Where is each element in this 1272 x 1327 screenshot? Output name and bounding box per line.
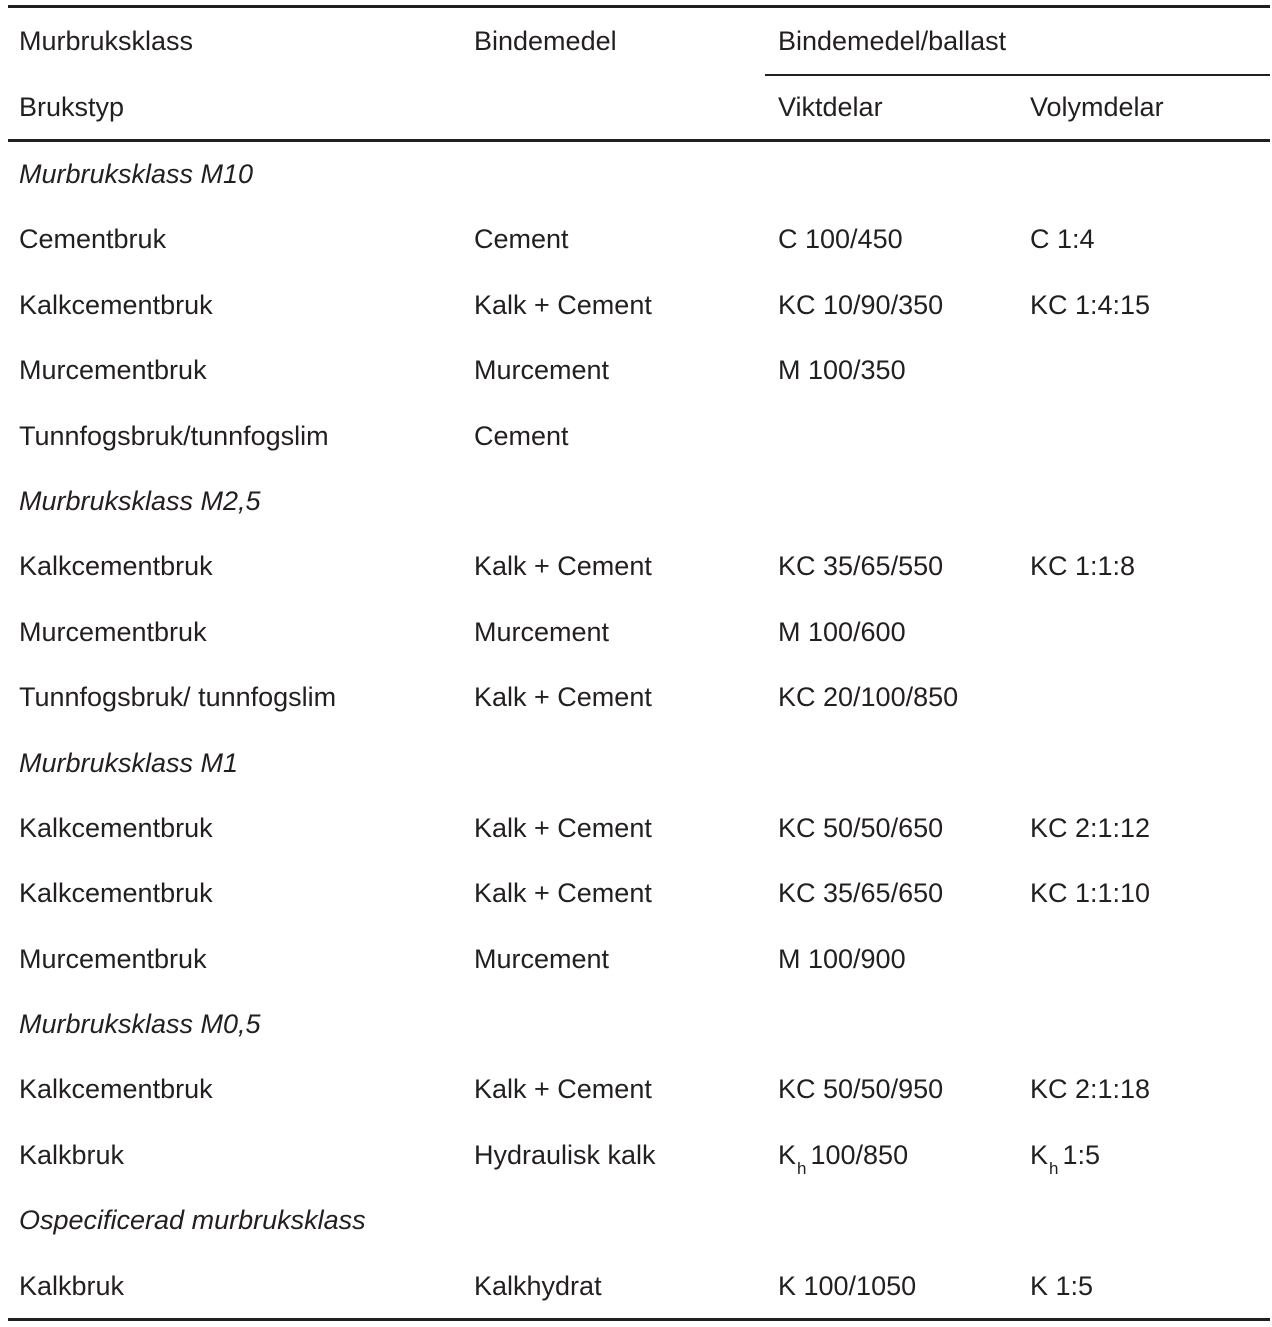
cell-brukstyp: Kalkcementbruk (19, 551, 213, 582)
cell-bindemedel: Kalk + Cement (474, 878, 652, 909)
cell-bindemedel: Murcement (474, 355, 610, 386)
section-title: Murbruksklass M1 (19, 747, 239, 778)
header-bindemedel-ballast: Bindemedel/ballast (778, 26, 1007, 56)
cell-bindemedel: Hydraulisk kalk (474, 1139, 656, 1170)
header-bindemedel: Bindemedel (474, 26, 617, 56)
cell-viktdelar: KC 20/100/850 (778, 682, 959, 713)
cell-volymdelar: KC 2:1:18 (1030, 1074, 1151, 1105)
cell-viktdelar: C 100/450 (778, 224, 903, 255)
cell-bindemedel: Kalkhydrat (474, 1270, 602, 1301)
viktdelar-rest: 100/850 (810, 1139, 909, 1170)
table-row: Kalkcementbruk Kalk + Cement KC 35/65/650 K… (8, 861, 1270, 926)
table-row: Murcementbruk Murcement M 100/600 (8, 600, 1270, 665)
cell-brukstyp: Cementbruk (19, 224, 167, 255)
cell-bindemedel: Kalk + Cement (474, 1074, 652, 1105)
cell-volymdelar: Kh 1:5 (1030, 1123, 1100, 1191)
cell-brukstyp: Kalkbruk (19, 1139, 125, 1170)
table-row: Kalkcementbruk Kalk + Cement KC 10/90/350 K… (8, 273, 1270, 338)
table-row: Tunnfogsbruk/tunnfogslim Cement (8, 404, 1270, 469)
table-row: Murcementbruk Murcement M 100/900 (8, 927, 1270, 992)
cell-volymdelar: K 1:5 (1030, 1270, 1094, 1301)
cell-bindemedel: Kalk + Cement (474, 812, 652, 843)
header-volymdelar: Volymdelar (1030, 92, 1164, 122)
header-murbruksklass: Murbruksklass (19, 26, 194, 56)
section-title: Murbruksklass M2,5 (19, 485, 261, 516)
cell-bindemedel: Kalk + Cement (474, 551, 652, 582)
cell-viktdelar: KC 50/50/650 (778, 812, 944, 843)
table-row: Kalkbruk Hydraulisk kalk Kh 100/850 Kh 1:5 (8, 1123, 1270, 1188)
table-row: Cementbruk Cement C 100/450 C 1:4 (8, 207, 1270, 272)
cell-bindemedel: Kalk + Cement (474, 682, 652, 713)
volymdelar-prefix: K (1030, 1139, 1049, 1170)
cell-brukstyp: Murcementbruk (19, 355, 207, 386)
cell-brukstyp: Kalkcementbruk (19, 812, 213, 843)
cell-viktdelar: Kh 100/850 (778, 1123, 908, 1191)
table-row: Kalkcementbruk Kalk + Cement KC 50/50/650 K… (8, 796, 1270, 861)
cell-viktdelar: KC 35/65/550 (778, 551, 944, 582)
cell-viktdelar: M 100/900 (778, 943, 906, 974)
cell-volymdelar: KC 1:4:15 (1030, 289, 1151, 320)
cell-volymdelar: KC 2:1:12 (1030, 812, 1151, 843)
table-body: Murbruksklass M10 Cementbruk Cement C 100/4… (8, 142, 1270, 1319)
cell-brukstyp: Kalkcementbruk (19, 289, 213, 320)
cell-brukstyp: Tunnfogsbruk/tunnfogslim (19, 420, 329, 451)
cell-volymdelar: C 1:4 (1030, 224, 1095, 255)
cell-volymdelar: KC 1:1:8 (1030, 551, 1136, 582)
section-row: Ospecificerad murbruksklass (8, 1188, 1270, 1253)
cell-bindemedel: Kalk + Cement (474, 289, 652, 320)
table-row: Kalkbruk Kalkhydrat K 100/1050 K 1:5 (8, 1254, 1270, 1319)
section-row: Murbruksklass M0,5 (8, 992, 1270, 1057)
cell-bindemedel: Cement (474, 420, 569, 451)
header-viktdelar: Viktdelar (778, 92, 883, 122)
cell-bindemedel: Murcement (474, 616, 610, 647)
volymdelar-rest: 1:5 (1062, 1139, 1101, 1170)
section-row: Murbruksklass M10 (8, 142, 1270, 207)
cell-volymdelar: KC 1:1:10 (1030, 878, 1151, 909)
table-header: Murbruksklass Bindemedel Bindemedel/ball… (8, 8, 1270, 142)
header-sub-rule (765, 74, 1270, 76)
table-row: Murcementbruk Murcement M 100/350 (8, 338, 1270, 403)
cell-viktdelar: K 100/1050 (778, 1270, 917, 1301)
cell-brukstyp: Tunnfogsbruk/ tunnfogslim (19, 682, 337, 713)
cell-brukstyp: Kalkbruk (19, 1270, 125, 1301)
table-row: Tunnfogsbruk/ tunnfogslim Kalk + Cement KC… (8, 665, 1270, 730)
cell-brukstyp: Murcementbruk (19, 616, 207, 647)
header-brukstyp: Brukstyp (19, 92, 125, 122)
cell-viktdelar: M 100/350 (778, 355, 906, 386)
mortar-table: Murbruksklass Bindemedel Bindemedel/ball… (8, 5, 1270, 1321)
section-title: Murbruksklass M10 (19, 159, 254, 189)
cell-bindemedel: Cement (474, 224, 569, 255)
cell-viktdelar: KC 35/65/650 (778, 878, 944, 909)
viktdelar-sub: h (797, 1158, 807, 1178)
section-title: Murbruksklass M0,5 (19, 1009, 261, 1040)
cell-brukstyp: Murcementbruk (19, 943, 207, 974)
table-row: Kalkcementbruk Kalk + Cement KC 35/65/550 K… (8, 534, 1270, 599)
section-title: Ospecificerad murbruksklass (19, 1205, 366, 1236)
cell-viktdelar: KC 10/90/350 (778, 289, 944, 320)
cell-viktdelar: M 100/600 (778, 616, 906, 647)
table-row: Kalkcementbruk Kalk + Cement KC 50/50/950 K… (8, 1057, 1270, 1122)
volymdelar-sub: h (1049, 1158, 1059, 1178)
section-row: Murbruksklass M2,5 (8, 469, 1270, 534)
section-row: Murbruksklass M1 (8, 731, 1270, 796)
viktdelar-prefix: K (778, 1139, 797, 1170)
cell-bindemedel: Murcement (474, 943, 610, 974)
cell-brukstyp: Kalkcementbruk (19, 1074, 213, 1105)
cell-brukstyp: Kalkcementbruk (19, 878, 213, 909)
cell-viktdelar: KC 50/50/950 (778, 1074, 944, 1105)
